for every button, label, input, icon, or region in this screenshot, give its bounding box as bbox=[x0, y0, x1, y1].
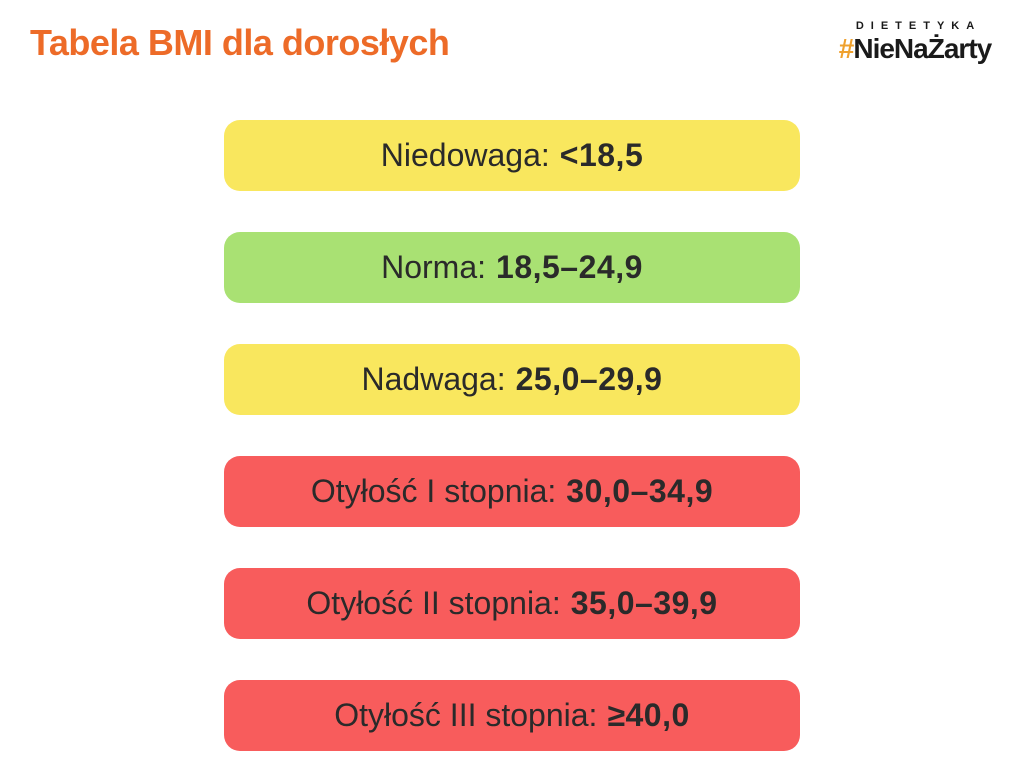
logo-hash-icon: # bbox=[838, 33, 855, 64]
bmi-row: Otyłość I stopnia: 30,0–34,9 bbox=[224, 456, 800, 527]
bmi-row-label: Niedowaga: bbox=[380, 137, 550, 173]
bmi-row-value: 30,0–34,9 bbox=[566, 473, 714, 509]
bmi-row: Norma: 18,5–24,9 bbox=[224, 232, 800, 303]
bmi-row: Niedowaga: <18,5 bbox=[224, 120, 800, 191]
logo-tagline: DIETETYKA bbox=[855, 20, 982, 32]
bmi-row-label: Norma: bbox=[381, 249, 487, 285]
bmi-row-value: 18,5–24,9 bbox=[496, 249, 643, 285]
bmi-row-value: <18,5 bbox=[559, 137, 644, 173]
bmi-row-value: 35,0–39,9 bbox=[570, 585, 718, 621]
bmi-row-value: ≥40,0 bbox=[607, 697, 690, 733]
bmi-row: Nadwaga: 25,0–29,9 bbox=[224, 344, 800, 415]
bmi-row-label: Otyłość I stopnia: bbox=[310, 473, 557, 509]
logo-name: #NieNaŻarty bbox=[830, 35, 1000, 63]
bmi-row: Otyłość III stopnia: ≥40,0 bbox=[224, 680, 800, 751]
logo: DIETETYKA #NieNaŻarty bbox=[830, 20, 1000, 63]
bmi-row-label: Otyłość III stopnia: bbox=[334, 697, 598, 733]
logo-brand-text: NieNaŻarty bbox=[853, 33, 992, 64]
bmi-row-label: Otyłość II stopnia: bbox=[306, 585, 561, 621]
bmi-row-value: 25,0–29,9 bbox=[515, 361, 663, 397]
bmi-row-label: Nadwaga: bbox=[361, 361, 506, 397]
page-title: Tabela BMI dla dorosłych bbox=[30, 22, 450, 63]
bmi-table: Niedowaga: <18,5 Norma: 18,5–24,9 Nadwaga: 25… bbox=[224, 120, 800, 768]
bmi-row: Otyłość II stopnia: 35,0–39,9 bbox=[224, 568, 800, 639]
